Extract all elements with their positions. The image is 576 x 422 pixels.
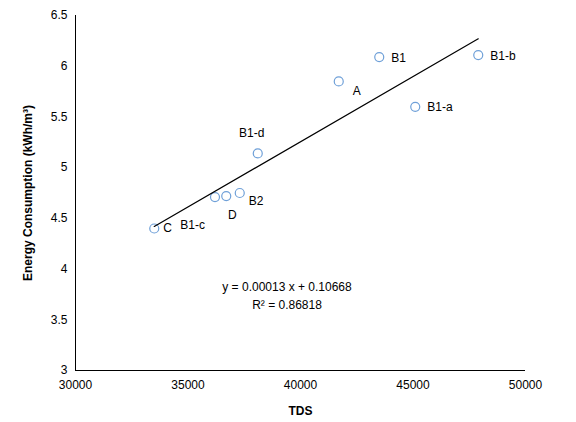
svg-text:4: 4 — [61, 262, 68, 276]
svg-text:B2: B2 — [249, 194, 264, 208]
svg-text:35000: 35000 — [171, 378, 205, 392]
svg-text:45000: 45000 — [396, 378, 430, 392]
svg-text:30000: 30000 — [59, 378, 93, 392]
svg-text:TDS: TDS — [289, 404, 313, 418]
svg-text:C: C — [163, 221, 172, 235]
svg-text:5.5: 5.5 — [51, 110, 68, 124]
svg-text:A: A — [353, 84, 361, 98]
svg-text:6: 6 — [61, 59, 68, 73]
svg-text:5: 5 — [61, 160, 68, 174]
svg-text:D: D — [228, 208, 237, 222]
svg-text:B1-d: B1-d — [239, 126, 264, 140]
svg-text:3: 3 — [61, 363, 68, 377]
svg-text:6.5: 6.5 — [51, 8, 68, 22]
svg-text:Energy Consumption (kWh/m³): Energy Consumption (kWh/m³) — [21, 105, 35, 281]
svg-text:50000: 50000 — [509, 378, 543, 392]
svg-text:B1: B1 — [391, 51, 406, 65]
svg-text:B1-a: B1-a — [427, 100, 453, 114]
svg-text:y = 0.00013 x + 0.10668: y = 0.00013 x + 0.10668 — [222, 280, 352, 294]
svg-text:B1-b: B1-b — [490, 49, 516, 63]
svg-text:4.5: 4.5 — [51, 211, 68, 225]
svg-text:3.5: 3.5 — [51, 313, 68, 327]
svg-text:40000: 40000 — [284, 378, 318, 392]
svg-text:R² = 0.86818: R² = 0.86818 — [252, 298, 322, 312]
svg-text:B1-c: B1-c — [180, 218, 205, 232]
